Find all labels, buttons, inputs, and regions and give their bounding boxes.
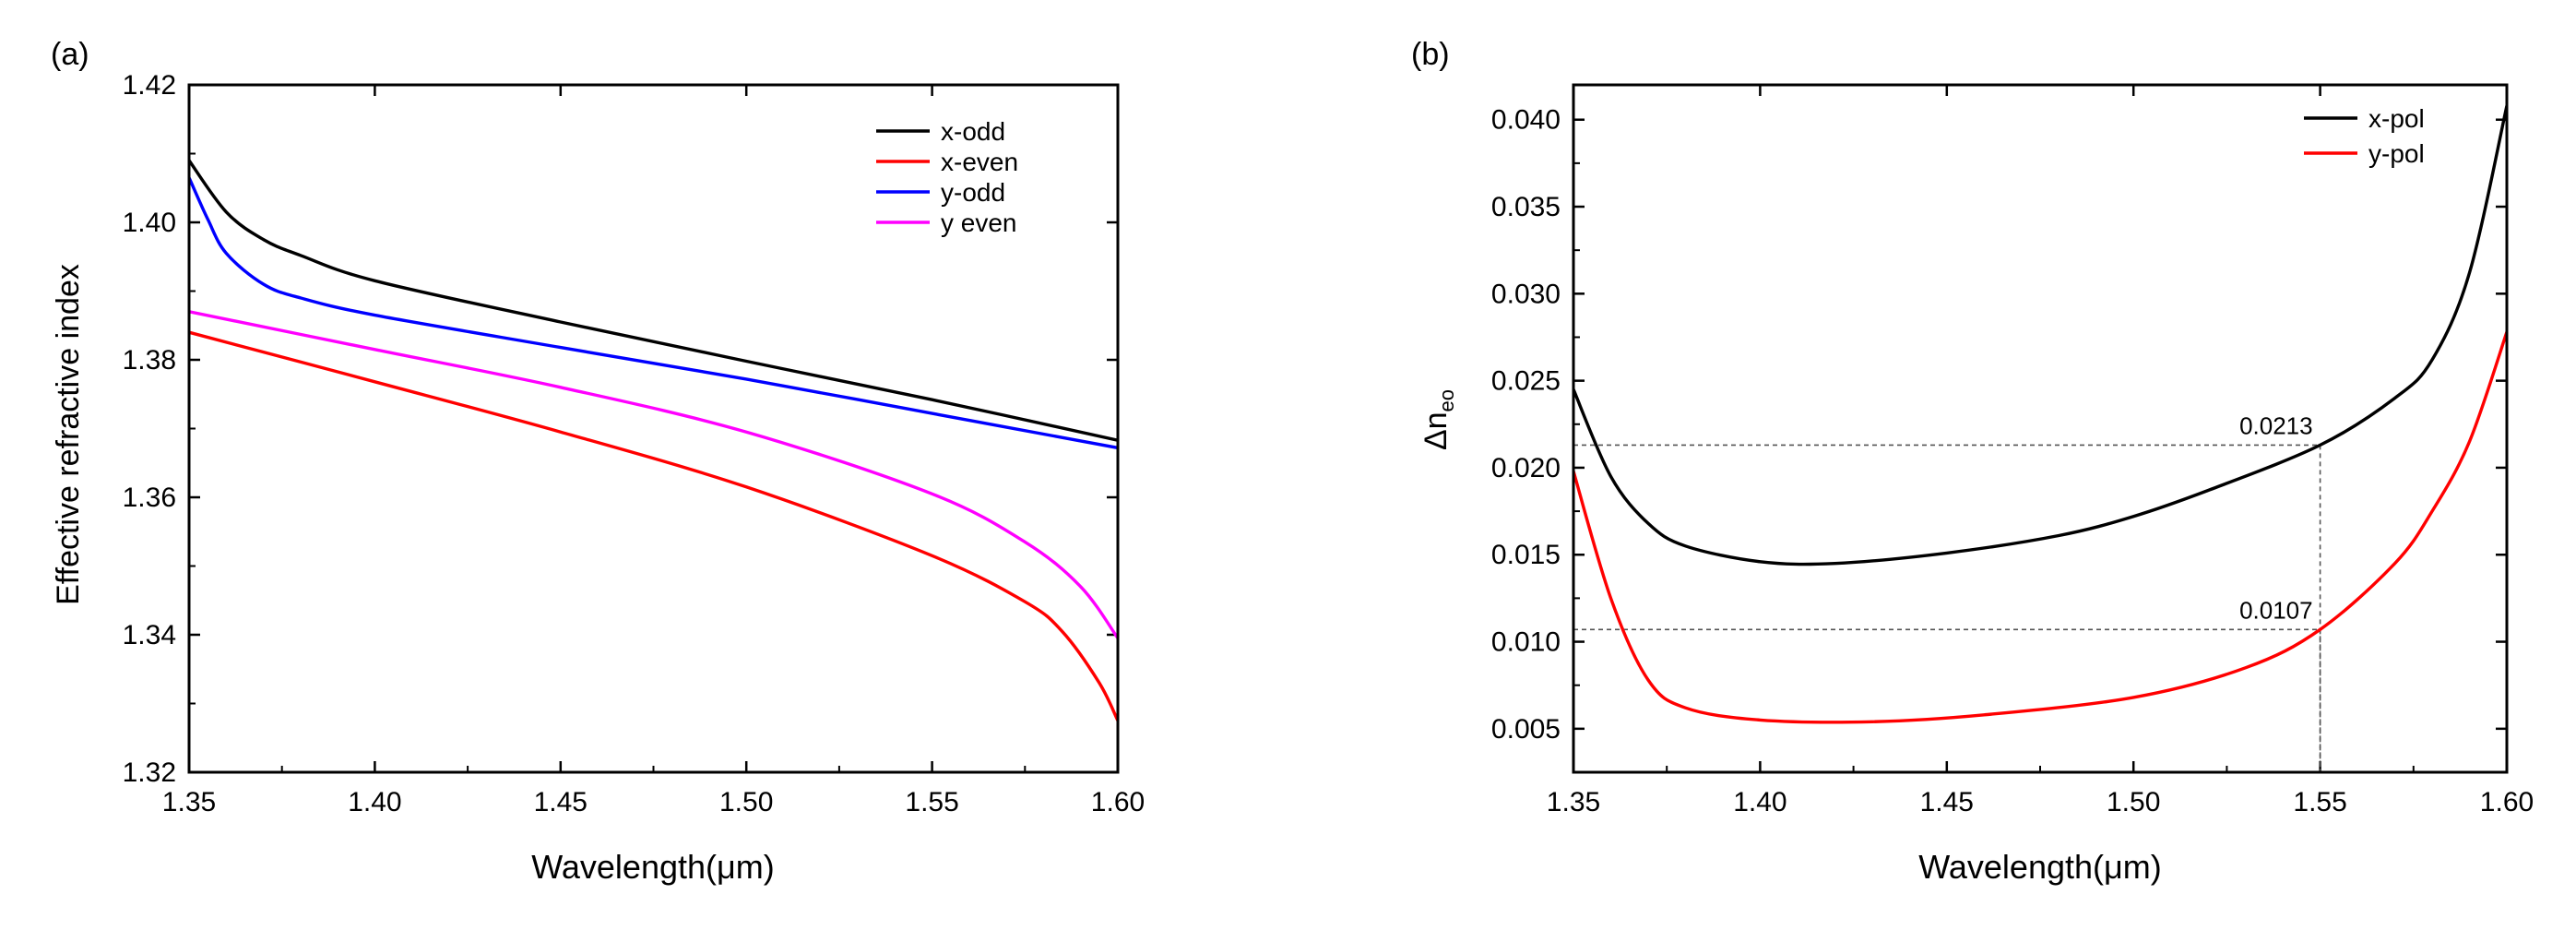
- panel-a-xtick-label: 1.60: [1091, 787, 1145, 817]
- panel-b-frame: [1572, 83, 2509, 774]
- panel-a-legend-label: y even: [941, 209, 1017, 237]
- panel-b-ylabel: Δneo: [1419, 389, 1458, 450]
- panel-a-ylabel: Effective refractive index: [51, 264, 86, 605]
- panel-b-ytick-label: 0.025: [1491, 366, 1561, 397]
- panel-a-series-x-even: [189, 330, 1118, 721]
- panel-b-series-group: [1573, 105, 2507, 724]
- panel-a-xtick-label: 1.45: [534, 787, 588, 817]
- panel-a-xtick-label: 1.50: [719, 787, 773, 817]
- panel-a: (a) Effective refractive index Wavelengt…: [51, 37, 1145, 886]
- panel-a-legend-label: x-even: [941, 148, 1018, 176]
- panel-a-legend-label: y-odd: [941, 178, 1005, 207]
- panel-a-xtick-label: 1.35: [162, 787, 216, 817]
- panel-b-xtick-label: 1.60: [2480, 787, 2534, 817]
- panel-a-ytick-label: 1.34: [123, 620, 176, 650]
- panel-a-series-y-even: [189, 310, 1118, 639]
- panel-b-ytick-label: 0.040: [1491, 105, 1561, 136]
- panel-a-series-x-odd: [189, 159, 1118, 442]
- panel-a-ytick-label: 1.32: [123, 757, 176, 788]
- panel-b-ytick-label: 0.015: [1491, 540, 1561, 570]
- panel-b-xtick-label: 1.50: [2107, 787, 2160, 817]
- panel-b-xtick-label: 1.55: [2293, 787, 2346, 817]
- panel-b-xtick-label: 1.35: [1547, 787, 1600, 817]
- panel-b-legend-label: y-pol: [2368, 139, 2425, 168]
- panel-b-annotation-label: 0.0213: [2239, 411, 2313, 439]
- panel-a-ytick-label: 1.40: [123, 208, 176, 238]
- panel-a-ytick-label: 1.38: [123, 345, 176, 376]
- panel-b: (b) Δneo Wavelength(μm) 1.35 1.40 1.45 1.50…: [1411, 37, 2534, 886]
- panel-b-legend-label: x-pol: [2368, 104, 2425, 133]
- panel-b-ytick-label: 0.005: [1491, 714, 1561, 745]
- panel-a-series-group: [189, 159, 1118, 721]
- panel-b-series-y-pol: [1573, 331, 2507, 724]
- panel-b-ytick-label: 0.020: [1491, 453, 1561, 483]
- panel-a-xlabel: Wavelength(μm): [531, 848, 774, 886]
- panel-a-ytick-label: 1.36: [123, 483, 176, 513]
- panel-b-ytick-label: 0.030: [1491, 279, 1561, 309]
- panel-a-xtick-label: 1.55: [905, 787, 958, 817]
- panel-a-legend-label: x-odd: [941, 117, 1005, 146]
- panel-b-xlabel: Wavelength(μm): [1918, 848, 2161, 886]
- panel-a-ytick-label: 1.42: [123, 70, 176, 101]
- panel-a-label: (a): [51, 37, 89, 72]
- panel-b-ytick-label: 0.010: [1491, 627, 1561, 658]
- panel-b-ylabel-main: Δn: [1419, 411, 1454, 450]
- panel-b-ytick-label: 0.035: [1491, 192, 1561, 222]
- panel-b-label: (b): [1411, 37, 1450, 72]
- panel-a-frame: [187, 83, 1120, 774]
- panel-b-series-x-pol: [1573, 105, 2507, 566]
- panel-b-annotation-label: 0.0107: [2239, 596, 2313, 624]
- panel-b-xtick-label: 1.45: [1920, 787, 1974, 817]
- panel-b-xtick-label: 1.40: [1733, 787, 1787, 817]
- panel-a-xtick-label: 1.40: [348, 787, 401, 817]
- panel-b-ylabel-sub: eo: [1435, 389, 1458, 411]
- panel-a-series-y-odd: [189, 176, 1118, 450]
